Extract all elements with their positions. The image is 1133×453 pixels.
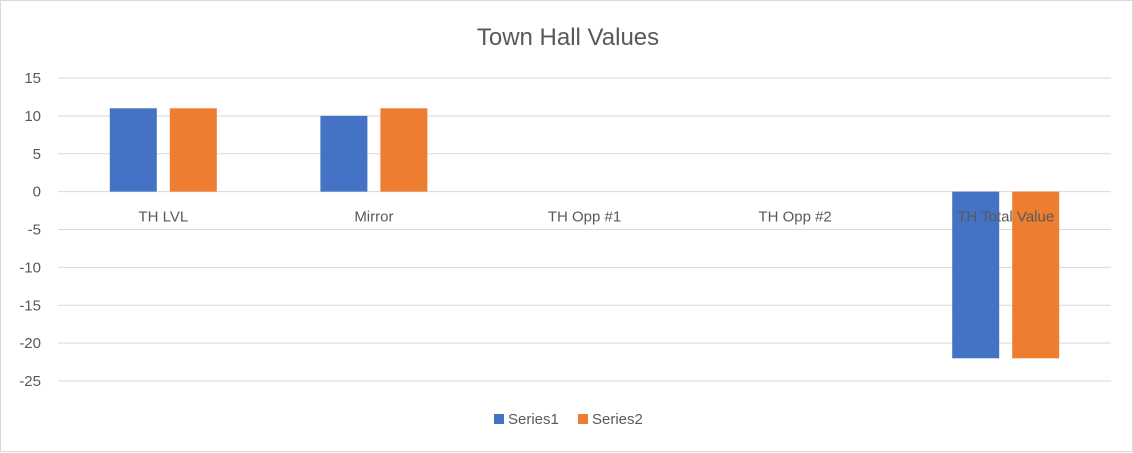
legend: Series1 Series2 [494, 411, 643, 428]
legend-swatch [578, 414, 588, 424]
y-tick-label: 5 [33, 146, 41, 163]
x-category-label: Mirror [354, 209, 393, 226]
y-tick-label: -15 [19, 297, 41, 314]
bar-series1-1 [320, 115, 368, 192]
bar-series1-0 [109, 108, 157, 192]
y-tick-label: 0 [33, 184, 41, 201]
x-axis-categories: TH LVL Mirror TH Opp #1 TH Opp #2 TH Total V… [138, 209, 1054, 226]
bar-series2-4 [1012, 191, 1060, 359]
x-category-label: TH Opp #2 [758, 209, 831, 226]
x-category-label: TH Opp #1 [548, 209, 621, 226]
legend-label: Series2 [592, 411, 643, 428]
x-category-label: TH LVL [138, 209, 188, 226]
bars [109, 108, 1060, 359]
y-axis-ticks: 15 10 5 0 -5 -10 -15 -20 -25 [19, 70, 41, 390]
legend-label: Series1 [508, 411, 559, 428]
legend-swatch [494, 414, 504, 424]
y-tick-label: -20 [19, 335, 41, 352]
gridlines [58, 77, 1111, 382]
bar-series1-4 [952, 191, 1000, 359]
bar-series2-0 [169, 108, 217, 192]
y-tick-label: -10 [19, 259, 41, 276]
bar-series2-1 [380, 108, 428, 192]
y-tick-label: 15 [24, 70, 41, 87]
y-tick-label: 10 [24, 108, 41, 125]
x-category-label: TH Total Value [957, 209, 1054, 226]
chart-title: Town Hall Values [477, 24, 659, 51]
y-tick-label: -5 [28, 222, 41, 239]
y-tick-label: -25 [19, 373, 41, 390]
